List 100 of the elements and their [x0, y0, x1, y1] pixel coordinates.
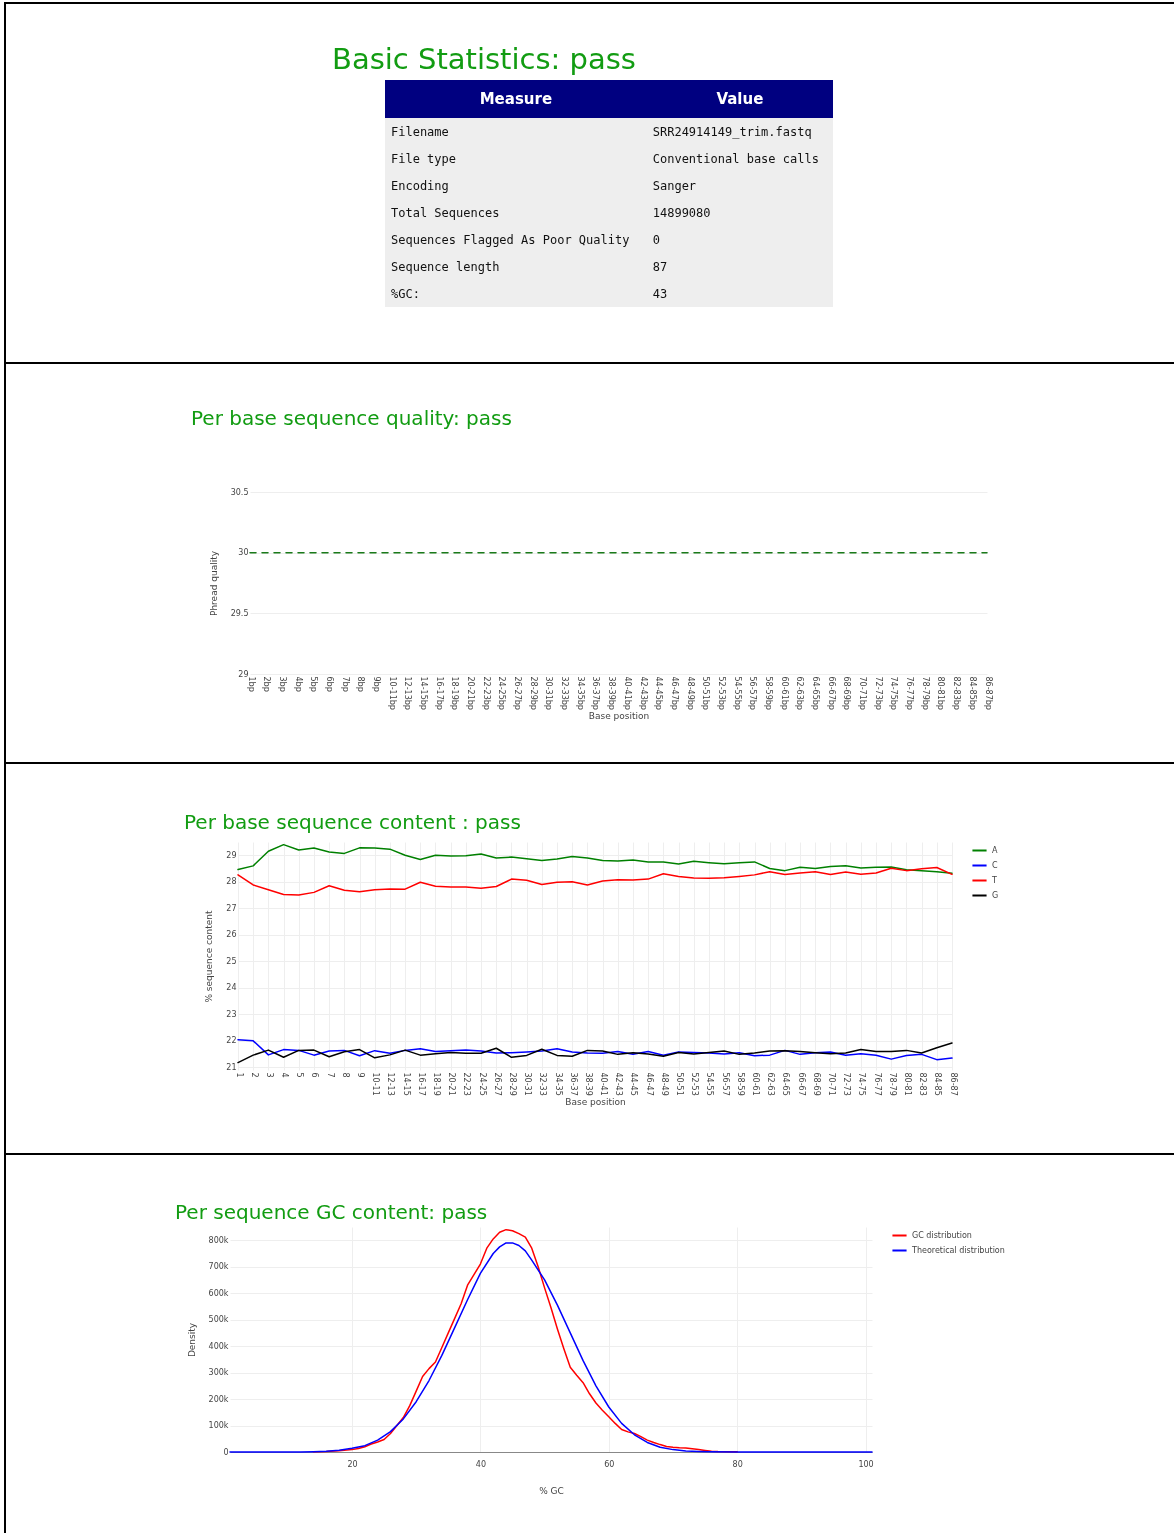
- x-tick-label: 14-15: [401, 1072, 411, 1096]
- x-tick-label: 40: [475, 1459, 486, 1469]
- x-tick-label: 38-39: [583, 1072, 593, 1096]
- x-tick-label: 30-31bp: [544, 676, 554, 710]
- text: Sanger: [651, 177, 698, 195]
- x-tick-label: 24-25bp: [497, 676, 507, 710]
- x-tick-label: 46-47bp: [669, 676, 679, 710]
- x-tick-label: 82-83: [918, 1072, 928, 1096]
- x-tick-label: 8bp: [356, 676, 366, 692]
- x-tick-label: 66-67: [796, 1072, 806, 1096]
- y-tick-label: 22: [226, 1036, 237, 1046]
- x-tick-label: 7: [325, 1072, 335, 1078]
- text: %GC:: [390, 285, 421, 303]
- text: 14899080: [651, 204, 712, 222]
- legend-label: Theoretical distribution: [911, 1245, 1005, 1255]
- x-tick-label: 70-71bp: [858, 676, 868, 710]
- y-tick-label: 29: [226, 850, 237, 860]
- x-tick-label: 34-35: [553, 1072, 563, 1096]
- x-tick-label: 60-61bp: [779, 676, 789, 710]
- x-tick-label: 40-41: [599, 1072, 609, 1096]
- x-tick-label: 76-77: [872, 1072, 882, 1096]
- text: 43: [651, 285, 669, 303]
- x-tick-label: 6: [310, 1072, 320, 1078]
- x-tick-label: 1bp: [246, 676, 256, 692]
- x-tick-label: 72-73: [842, 1072, 852, 1096]
- x-tick-label: 10-11: [371, 1072, 381, 1096]
- x-tick-label: 68-69: [811, 1072, 821, 1096]
- chart-title: Per sequence GC content: pass: [175, 1200, 488, 1224]
- text: Filename: [390, 123, 450, 141]
- x-axis-title: Base position: [565, 1096, 626, 1107]
- x-tick-label: 20: [347, 1459, 358, 1469]
- chart-title: Per base sequence content : pass: [184, 810, 521, 834]
- x-tick-label: 60: [604, 1459, 615, 1469]
- x-tick-label: 24-25: [477, 1072, 487, 1096]
- text: Basic Statistics: pass: [332, 42, 636, 76]
- y-tick-label: 30: [238, 548, 249, 558]
- x-tick-label: 54-55bp: [732, 676, 742, 710]
- y-tick-label: 24: [226, 983, 237, 993]
- x-tick-label: 100: [858, 1459, 874, 1469]
- x-tick-label: 12-13: [386, 1072, 396, 1096]
- y-axis-title: Phread quality: [208, 550, 219, 617]
- x-tick-label: 52-53bp: [716, 676, 726, 710]
- y-tick-label: 21: [226, 1062, 237, 1072]
- x-tick-label: 54-55: [705, 1072, 715, 1096]
- legend-label: GC distribution: [912, 1230, 972, 1240]
- x-tick-label: 50-51bp: [701, 676, 711, 710]
- x-tick-label: 5bp: [309, 676, 319, 692]
- text: Sequences Flagged As Poor Quality: [390, 231, 631, 249]
- legend-label: A: [992, 845, 998, 855]
- x-tick-label: 56-57: [720, 1072, 730, 1096]
- x-tick-label: 14-15bp: [418, 676, 428, 710]
- x-tick-label: 32-33: [538, 1072, 548, 1096]
- y-tick-label: 700k: [208, 1262, 229, 1272]
- text: File type: [390, 150, 458, 168]
- x-tick-label: 9bp: [371, 676, 381, 692]
- x-tick-label: 78-79bp: [920, 676, 930, 710]
- x-tick-label: 60-61: [751, 1072, 761, 1096]
- x-tick-label: 74-75: [857, 1072, 867, 1096]
- x-tick-label: 74-75bp: [889, 676, 899, 710]
- x-axis-title: Base position: [588, 710, 650, 721]
- y-tick-label: 600k: [208, 1288, 229, 1298]
- text: Value: [646, 80, 833, 118]
- x-tick-label: 80: [732, 1459, 743, 1469]
- x-tick-label: 4bp: [293, 676, 303, 692]
- text: 87: [651, 258, 669, 276]
- x-tick-label: 64-65bp: [811, 676, 821, 710]
- x-tick-label: 38-39bp: [607, 676, 617, 710]
- x-tick-label: 28-29bp: [528, 676, 538, 710]
- text: Encoding: [390, 177, 450, 195]
- x-tick-label: 58-59: [735, 1072, 745, 1096]
- x-tick-label: 78-79: [887, 1072, 897, 1096]
- legend-label: G: [992, 890, 999, 900]
- y-axis-title: % sequence content: [204, 909, 215, 1003]
- x-tick-label: 16-17bp: [434, 676, 444, 710]
- y-tick-label: 400k: [208, 1341, 229, 1351]
- x-tick-label: 34-35bp: [575, 676, 585, 710]
- x-tick-label: 18-19: [431, 1072, 441, 1096]
- chart-title: Per base sequence quality: pass: [191, 406, 512, 430]
- x-tick-label: 46-47: [644, 1072, 654, 1096]
- y-tick-label: 800k: [208, 1235, 229, 1245]
- x-tick-label: 76-77bp: [905, 676, 915, 710]
- x-tick-label: 48-49bp: [685, 676, 695, 710]
- x-tick-label: 20-21bp: [466, 676, 476, 710]
- x-tick-label: 26-27bp: [513, 676, 523, 710]
- x-tick-label: 30-31: [523, 1072, 533, 1096]
- y-tick-label: 300k: [208, 1368, 229, 1378]
- y-tick-label: 23: [226, 1009, 237, 1019]
- y-tick-label: 500k: [208, 1315, 229, 1325]
- x-tick-label: 42-43: [614, 1072, 624, 1096]
- x-tick-label: 44-45: [629, 1072, 639, 1096]
- x-tick-label: 9: [356, 1072, 366, 1078]
- x-tick-label: 12-13bp: [403, 676, 413, 710]
- x-tick-label: 62-63bp: [795, 676, 805, 710]
- x-tick-label: 4: [280, 1072, 290, 1078]
- x-tick-label: 26-27: [492, 1072, 502, 1096]
- x-tick-label: 22-23bp: [481, 676, 491, 710]
- x-tick-label: 80-81: [902, 1072, 912, 1096]
- x-tick-label: 36-37bp: [591, 676, 601, 710]
- y-tick-label: 29.5: [230, 608, 249, 618]
- x-tick-label: 7bp: [340, 676, 350, 692]
